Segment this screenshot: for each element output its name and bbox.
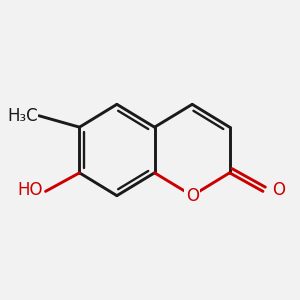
Text: O: O [186,187,199,205]
Text: HO: HO [17,181,43,199]
Text: O: O [272,181,285,199]
Text: H₃C: H₃C [7,107,38,125]
